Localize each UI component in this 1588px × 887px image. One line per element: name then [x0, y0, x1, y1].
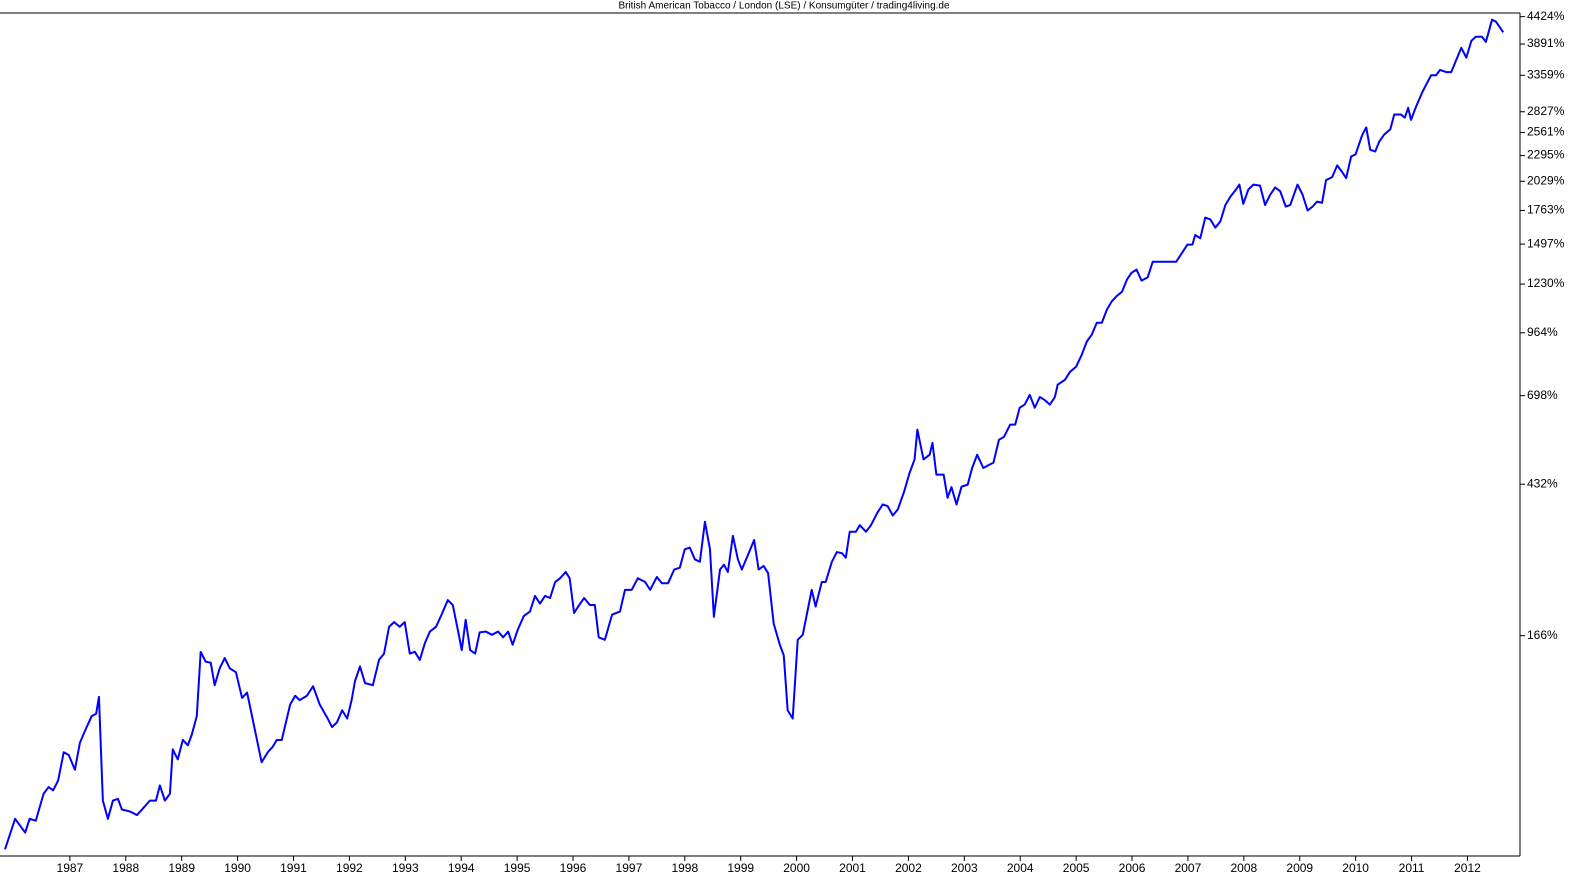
y-tick-label: 1230% [1527, 276, 1565, 290]
x-tick-label: 1997 [616, 861, 643, 875]
x-tick-label: 2010 [1342, 861, 1369, 875]
y-tick-label: 2295% [1527, 148, 1565, 162]
x-tick-label: 1998 [671, 861, 698, 875]
x-tick-label: 2004 [1007, 861, 1034, 875]
x-tick-label: 2011 [1399, 861, 1425, 875]
x-tick-label: 1987 [57, 861, 84, 875]
x-tick-label: 1991 [280, 861, 307, 875]
y-tick-label: 3891% [1527, 36, 1565, 50]
x-tick-label: 2003 [951, 861, 978, 875]
x-tick-label: 1992 [336, 861, 363, 875]
x-tick-label: 1988 [112, 861, 139, 875]
x-tick-label: 2007 [1175, 861, 1202, 875]
x-tick-label: 2006 [1119, 861, 1146, 875]
x-tick-label: 2001 [839, 861, 866, 875]
x-tick-label: 1996 [560, 861, 587, 875]
x-tick-label: 2005 [1063, 861, 1090, 875]
x-tick-label: 2009 [1286, 861, 1313, 875]
x-tick-label: 2000 [783, 861, 810, 875]
y-tick-label: 432% [1527, 476, 1558, 490]
y-tick-label: 2561% [1527, 125, 1565, 139]
data-line [4, 18, 1505, 850]
x-tick-label: 2008 [1230, 861, 1257, 875]
x-tick-label: 1994 [448, 861, 475, 875]
x-tick-label: 1990 [224, 861, 251, 875]
y-tick-label: 4424% [1527, 9, 1565, 23]
y-tick-label: 2827% [1527, 104, 1565, 118]
x-tick-label: 1995 [504, 861, 531, 875]
x-tick-label: 2012 [1454, 861, 1481, 875]
y-tick-label: 698% [1527, 388, 1558, 402]
y-tick-label: 964% [1527, 325, 1558, 339]
y-tick-label: 166% [1527, 628, 1558, 642]
y-tick-label: 3359% [1527, 67, 1565, 81]
y-tick-label: 1497% [1527, 236, 1565, 250]
chart-title: British American Tobacco / London (LSE) … [618, 1, 950, 12]
x-tick-label: 1993 [392, 861, 419, 875]
y-tick-label: 1763% [1527, 203, 1565, 217]
y-tick-label: 2029% [1527, 173, 1565, 187]
x-tick-label: 1989 [168, 861, 195, 875]
x-tick-label: 1999 [727, 861, 754, 875]
x-tick-label: 2002 [895, 861, 922, 875]
